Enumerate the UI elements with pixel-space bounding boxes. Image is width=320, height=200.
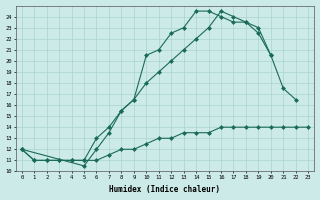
X-axis label: Humidex (Indice chaleur): Humidex (Indice chaleur) <box>109 185 220 194</box>
